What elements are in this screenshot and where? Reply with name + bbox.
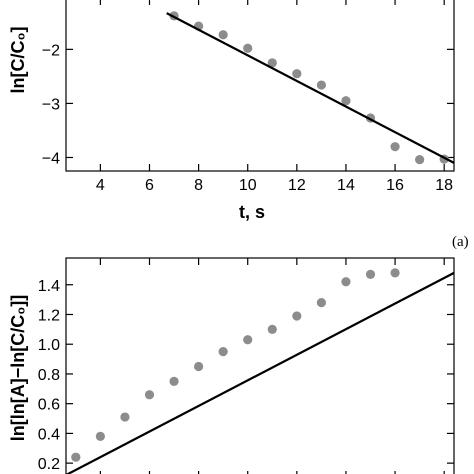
data-point xyxy=(95,431,105,441)
data-point xyxy=(415,155,425,165)
x-tick-label: 8 xyxy=(194,177,203,194)
data-point xyxy=(218,347,228,357)
data-points-a xyxy=(169,11,449,165)
y-tick-label: −3 xyxy=(42,96,60,113)
fit-line-a xyxy=(166,12,455,164)
data-points-b xyxy=(71,268,400,462)
plot-frame-a xyxy=(65,0,455,172)
x-tick-label: 18 xyxy=(435,177,453,194)
data-point xyxy=(365,269,376,279)
data-point xyxy=(267,324,277,334)
data-point xyxy=(243,335,253,345)
y-axis-ticks-a: −4 −3 −2 xyxy=(42,42,454,167)
data-point xyxy=(292,311,302,321)
y-tick-label: −2 xyxy=(42,42,60,59)
y-tick-label: 1.4 xyxy=(38,278,60,295)
x-tick-label: 6 xyxy=(145,177,154,194)
y-tick-label: 0.8 xyxy=(38,367,60,384)
x-axis-title-a: t, s xyxy=(239,202,265,222)
y-axis-title-a: ln[C/C₀] xyxy=(8,26,28,93)
y-tick-label: 0.6 xyxy=(38,397,60,414)
data-point xyxy=(316,297,326,308)
x-tick-label: 10 xyxy=(239,177,257,194)
data-point xyxy=(169,376,179,386)
data-point xyxy=(144,390,155,400)
data-point xyxy=(218,30,228,40)
plot-frame-b xyxy=(65,257,455,474)
data-point xyxy=(316,80,326,90)
y-axis-title-b: ln[ln[A]−ln[C/C₀]] xyxy=(8,295,28,442)
data-point xyxy=(71,452,81,462)
x-axis-ticks-a: 4 6 8 10 12 14 16 18 xyxy=(96,0,453,194)
y-tick-label: 1.0 xyxy=(38,337,60,354)
data-point xyxy=(341,277,351,287)
data-point xyxy=(243,43,253,53)
panel-label-a: (a) xyxy=(452,234,469,250)
data-point xyxy=(341,96,351,106)
data-point xyxy=(390,268,400,278)
panel-b: 0.2 0.4 0.6 0.8 1.0 1.2 1.4 ln[ln[A]−ln[C/C₀]] xyxy=(8,257,455,474)
x-tick-label: 14 xyxy=(337,177,355,194)
x-tick-label: 16 xyxy=(386,177,404,194)
panel-a: −4 −3 −2 4 6 8 10 12 14 16 18 t, s ln[C/C₀] (a) xyxy=(8,0,469,250)
y-tick-label: −4 xyxy=(42,150,60,167)
data-point xyxy=(120,412,130,422)
data-point xyxy=(194,361,204,372)
data-point xyxy=(292,69,302,79)
x-tick-label: 12 xyxy=(288,177,306,194)
y-axis-ticks-b: 0.2 0.4 0.6 0.8 1.0 1.2 1.4 xyxy=(38,278,454,473)
y-tick-label: 0.4 xyxy=(38,426,60,443)
x-axis-ticks-b xyxy=(99,258,445,474)
data-point xyxy=(390,142,400,152)
y-tick-label: 0.2 xyxy=(38,456,60,473)
fit-line-b xyxy=(65,271,455,474)
y-tick-label: 1.2 xyxy=(38,307,60,324)
data-point xyxy=(267,58,277,68)
x-tick-label: 4 xyxy=(96,177,105,194)
